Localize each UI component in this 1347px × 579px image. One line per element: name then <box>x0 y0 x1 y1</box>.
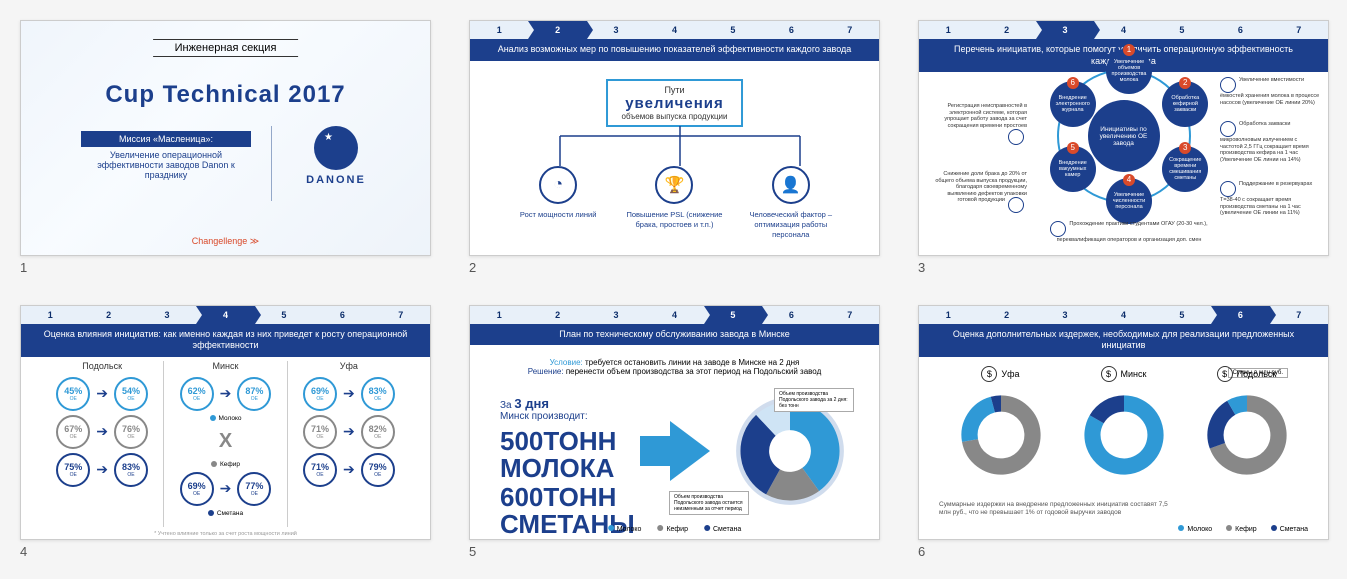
city-col-minsk: Минск62%OE➔87%OEМолокоXКефир69%OE➔77%OEС… <box>163 361 286 528</box>
slide-1-wrapper: Инженерная секция Cup Technical 2017 Мис… <box>20 20 429 275</box>
slide-5-wrapper: 1234567 План по техническому обслуживани… <box>469 305 878 560</box>
gauge-icon: ◔ <box>539 166 577 204</box>
progress-bar: 1234567 <box>470 21 879 39</box>
slide-6[interactable]: 1234567 Оценка дополнительных издержек, … <box>918 305 1329 541</box>
initiative-node-5: 5Внедрение вакуумных камер <box>1050 146 1096 192</box>
slide-number: 3 <box>918 260 1327 275</box>
slide-number: 5 <box>469 544 878 559</box>
trophy-icon: 🏆 <box>655 166 693 204</box>
slide-number: 1 <box>20 260 429 275</box>
mission-head: Миссия «Масленица»: <box>81 131 251 147</box>
conditions: Условие: требуется остановить линии на з… <box>470 358 879 376</box>
connector-lines <box>470 121 879 171</box>
slide-grid: Инженерная секция Cup Technical 2017 Мис… <box>20 20 1327 559</box>
slide-4[interactable]: 1234567 Оценка влияния инициатив: как им… <box>20 305 431 541</box>
slide-number: 6 <box>918 544 1327 559</box>
slide-number: 4 <box>20 544 429 559</box>
path-box: Пути увеличения объемов выпуска продукци… <box>606 79 744 127</box>
annot-top: Объем производства Подольского завода за… <box>774 388 854 412</box>
slide-6-wrapper: 1234567 Оценка дополнительных издержек, … <box>918 305 1327 560</box>
danone-logo: DANONE <box>296 126 376 186</box>
desc-br: Поддержание в резервуарах T=38-40 с сокр… <box>1220 181 1320 217</box>
donut-columns: Уфа Минск Подольск <box>919 366 1328 480</box>
growth-icon-block: ◔ Рост мощности линий <box>503 166 613 239</box>
slide-3[interactable]: 1234567 Перечень инициатив, которые помо… <box>918 20 1329 256</box>
center-circle: Инициативы по увеличению OE завода <box>1088 100 1160 172</box>
donut-chart <box>735 396 845 506</box>
slide-title: План по техническому обслуживанию завода… <box>470 324 879 346</box>
person-icon: 👤 <box>772 166 810 204</box>
initiative-node-4: 4Увеличение численности персонала <box>1106 178 1152 224</box>
cost-col-1: Минск <box>1079 366 1169 480</box>
cost-col-0: Уфа <box>956 366 1046 480</box>
progress-bar: 1234567 <box>919 306 1328 324</box>
cost-col-2: Подольск <box>1202 366 1292 480</box>
psl-icon-block: 🏆 Повышение PSL (снижение брака, простое… <box>619 166 729 239</box>
slide-title: Оценка влияния инициатив: как именно каж… <box>21 324 430 357</box>
desc-l: Снижение доли брака до 20% от общего объ… <box>927 171 1027 213</box>
human-icon-block: 👤 Человеческий фактор – оптимизация рабо… <box>736 166 846 239</box>
icon-row: ◔ Рост мощности линий 🏆 Повышение PSL (с… <box>470 166 879 239</box>
slide-1[interactable]: Инженерная секция Cup Technical 2017 Мис… <box>20 20 431 256</box>
legend: МолокоКефирСметана <box>608 525 742 533</box>
mission-body: Увеличение операционной эффективности за… <box>81 150 251 180</box>
desc-b: Прохождение практики студентами ОГАУ (20… <box>1039 221 1219 244</box>
annot-bot: Объем производства Подольского завода ос… <box>669 491 749 515</box>
initiative-node-1: 1Увеличение объемов производства молока <box>1106 48 1152 94</box>
mission-box: Миссия «Масленица»: Увеличение операцион… <box>81 131 251 180</box>
section-label: Инженерная секция <box>153 39 299 57</box>
slide-title: Оценка дополнительных издержек, необходи… <box>919 324 1328 357</box>
desc-tr: Увеличение вместимости ёмкостей хранения… <box>1220 77 1320 106</box>
legend: МолокоКефирСметана <box>1178 525 1308 533</box>
footnote: * Учтено влияние только за счет роста мо… <box>154 531 297 537</box>
initiative-node-3: 3Сокращение времени смешивания сметаны <box>1162 146 1208 192</box>
progress-bar: 1234567 <box>21 306 430 324</box>
footer-text: Суммарные издержки на внедрение предложе… <box>939 501 1168 518</box>
columns: Подольск45%OE➔54%OE67%OE➔76%OE75%OE➔83%O… <box>21 361 430 528</box>
desc-tl: Регистрация неисправностей в электронной… <box>927 103 1027 145</box>
footer-brand: Changellenge <box>192 236 259 247</box>
desc-r: Обработка закваски микроволновым излучен… <box>1220 121 1320 163</box>
slide-number: 2 <box>469 260 878 275</box>
initiative-node-2: 2Обработка кефирной закваски <box>1162 81 1208 127</box>
slide-3-wrapper: 1234567 Перечень инициатив, которые помо… <box>918 20 1327 275</box>
progress-bar: 1234567 <box>919 21 1328 39</box>
initiative-node-6: 6Внедрение электронного журнала <box>1050 81 1096 127</box>
slide-title: Анализ возможных мер по повышению показа… <box>470 39 879 61</box>
progress-bar: 1234567 <box>470 306 879 324</box>
main-title: Cup Technical 2017 <box>21 81 430 109</box>
slide-4-wrapper: 1234567 Оценка влияния инициатив: как им… <box>20 305 429 560</box>
slide-2-wrapper: 1234567 Анализ возможных мер по повышени… <box>469 20 878 275</box>
left-block: За 3 дня Минск производит: 500ТОНН МОЛОК… <box>500 396 660 538</box>
slide-2[interactable]: 1234567 Анализ возможных мер по повышени… <box>469 20 880 256</box>
city-col-ufa: Уфа69%OE➔83%OE71%OE➔82%OE71%OE➔79%OE <box>287 361 410 528</box>
city-col-podolsk: Подольск45%OE➔54%OE67%OE➔76%OE75%OE➔83%O… <box>41 361 163 528</box>
slide-5[interactable]: 1234567 План по техническому обслуживани… <box>469 305 880 541</box>
